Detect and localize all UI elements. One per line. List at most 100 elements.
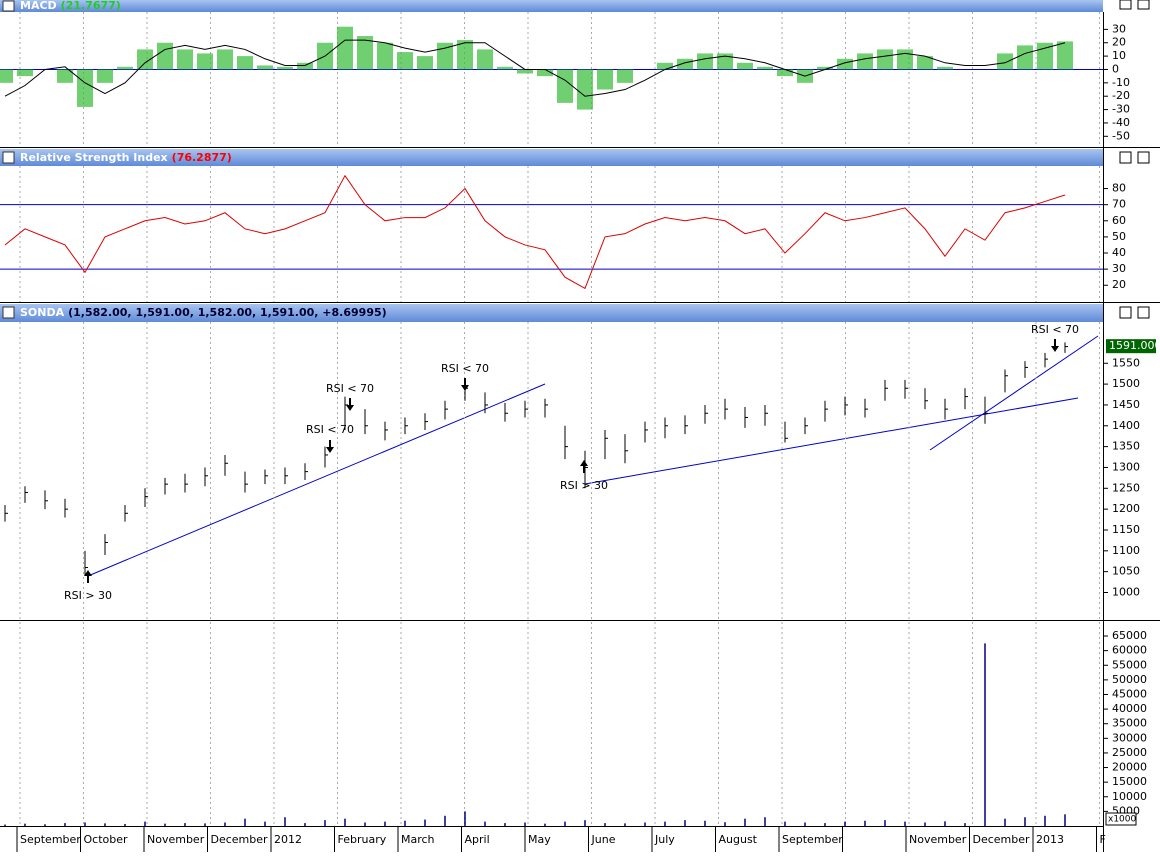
annotation-arrow [346, 398, 354, 411]
x-tick-label: March [401, 833, 435, 846]
annotation: RSI < 70 [1031, 323, 1079, 336]
y-tick-label: 30 [1112, 262, 1126, 275]
annotation-arrow [326, 440, 334, 453]
annotation: RSI < 70 [306, 423, 354, 436]
y-tick-label: 15000 [1112, 775, 1147, 788]
x-tick-label: November [147, 833, 205, 846]
y-tick-label: -50 [1112, 129, 1130, 142]
histogram-bar [277, 66, 293, 70]
annotation: RSI > 30 [64, 589, 112, 602]
histogram-bar [817, 66, 833, 70]
x-tick-label: September [782, 833, 843, 846]
y-tick-label: 20000 [1112, 761, 1147, 774]
histogram-bar [677, 58, 693, 70]
y-tick-label: 1100 [1112, 544, 1140, 557]
y-tick-label: 25000 [1112, 746, 1147, 759]
y-tick-label: -10 [1112, 76, 1130, 89]
panel-title: Relative Strength Index [20, 151, 168, 164]
histogram-bar [837, 58, 853, 70]
x-tick-label: 2013 [1036, 833, 1064, 846]
histogram-bar [237, 56, 253, 70]
histogram-bar [597, 69, 613, 90]
panel-value: (21.7677) [61, 0, 121, 12]
y-tick-label: -20 [1112, 89, 1130, 102]
histogram-bar [77, 69, 93, 107]
last-price-box [1106, 339, 1156, 354]
histogram-bar [397, 52, 413, 70]
maximize-button[interactable] [1119, 306, 1132, 319]
histogram-bar [517, 69, 533, 74]
histogram-bar [417, 56, 433, 70]
y-tick-label: 1250 [1112, 481, 1140, 494]
unit-box [1105, 812, 1137, 826]
annotation: RSI < 70 [326, 382, 374, 395]
panel-icon [2, 0, 15, 12]
x-tick-label: July [654, 833, 675, 846]
histogram-bar [437, 42, 453, 70]
y-tick-label: 50 [1112, 230, 1126, 243]
histogram-bar [617, 69, 633, 83]
histogram-bar [937, 66, 953, 70]
annotation-arrow [1051, 339, 1059, 352]
y-tick-label: 55000 [1112, 658, 1147, 671]
panel-subtitle: (1,582.00, 1,591.00, 1,582.00, 1,591.00,… [68, 306, 387, 319]
maximize-button[interactable] [1119, 0, 1132, 10]
histogram-bar [917, 56, 933, 70]
histogram-bar [877, 49, 893, 70]
histogram-bar [997, 53, 1013, 70]
y-tick-label: 1400 [1112, 419, 1140, 432]
x-tick-label: June [591, 833, 616, 846]
histogram-bar [297, 62, 313, 70]
histogram-bar [337, 26, 353, 70]
panel-title: MACD [20, 0, 57, 12]
x-tick-label: F [1100, 833, 1106, 846]
histogram-bar [157, 42, 173, 70]
histogram-bar [1057, 41, 1073, 70]
histogram-bar [117, 66, 133, 70]
panel-icon [2, 306, 15, 319]
y-tick-label: 50000 [1112, 673, 1147, 686]
y-tick-label: 70 [1112, 198, 1126, 211]
close-button[interactable] [1137, 0, 1150, 10]
x-tick-label: November [909, 833, 967, 846]
histogram-bar [497, 66, 513, 70]
histogram-bar [477, 49, 493, 70]
histogram-bar [557, 69, 573, 103]
histogram-bar [737, 62, 753, 70]
header-buttons [1119, 0, 1150, 319]
y-tick-label: 45000 [1112, 687, 1147, 700]
macd-line [4, 39, 1066, 97]
y-tick-label: -30 [1112, 103, 1130, 116]
y-tick-label: 40 [1112, 246, 1126, 259]
y-tick-label: 30 [1112, 22, 1126, 35]
x-tick-label: December [973, 833, 1031, 846]
trend-lines [87, 335, 1099, 577]
y-tick-label: 0 [1112, 62, 1119, 75]
annotation-arrow [84, 570, 92, 583]
y-tick-label: 1050 [1112, 565, 1140, 578]
panel-title: SONDA [20, 306, 65, 319]
histogram-bar [857, 53, 873, 70]
x-tick-label: December [211, 833, 269, 846]
maximize-button[interactable] [1119, 151, 1132, 164]
y-tick-label: 65000 [1112, 629, 1147, 642]
x-tick-label: August [719, 833, 758, 846]
close-button[interactable] [1137, 306, 1150, 319]
unit-label: x1000 [1108, 815, 1137, 825]
histogram-bar [897, 49, 913, 70]
annotation: RSI < 70 [441, 362, 489, 375]
histogram-bar [377, 42, 393, 70]
histogram-bar [357, 36, 373, 70]
y-tick-label: 60000 [1112, 644, 1147, 657]
y-tick-label: 1500 [1112, 377, 1140, 390]
y-tick-label: 30000 [1112, 731, 1147, 744]
histogram-bar [717, 53, 733, 70]
panel-icon [2, 151, 15, 164]
close-button[interactable] [1137, 151, 1150, 164]
y-tick-label: 1350 [1112, 440, 1140, 453]
histogram-bar [57, 69, 73, 83]
y-tick-label: 40000 [1112, 702, 1147, 715]
histogram-bar [17, 69, 33, 77]
x-tick-label: 2012 [274, 833, 302, 846]
